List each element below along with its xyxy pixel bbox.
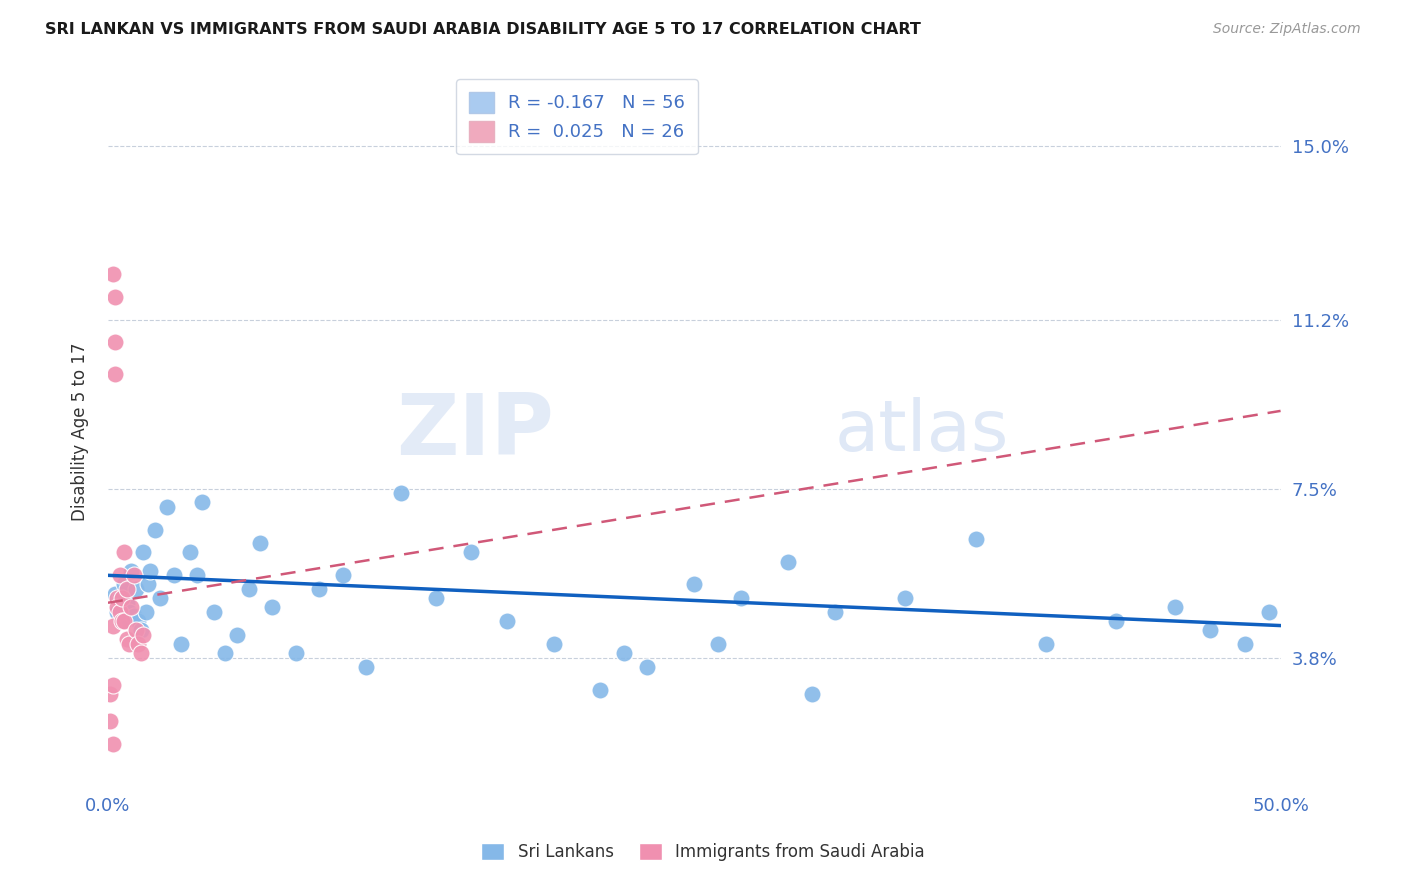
Point (132, 628, 155, 642)
Point (112, 577, 135, 591)
Point (249, 536, 271, 550)
Point (98, 714, 121, 729)
Point (101, 267, 124, 281)
Point (149, 591, 172, 606)
Point (1035, 637, 1057, 651)
Point (132, 545, 155, 559)
Point (226, 628, 249, 642)
Point (98, 687, 121, 701)
Point (125, 582, 148, 596)
Text: Source: ZipAtlas.com: Source: ZipAtlas.com (1213, 22, 1361, 37)
Point (894, 591, 917, 606)
Point (179, 545, 201, 559)
Legend: Sri Lankans, Immigrants from Saudi Arabia: Sri Lankans, Immigrants from Saudi Arabi… (474, 836, 932, 868)
Point (134, 605, 156, 619)
Point (170, 637, 193, 651)
Point (108, 591, 131, 606)
Point (1105, 614, 1128, 628)
Point (308, 582, 330, 596)
Point (186, 568, 208, 582)
Point (111, 614, 134, 628)
Point (730, 591, 752, 606)
Point (284, 646, 307, 660)
Point (101, 678, 124, 692)
Point (122, 568, 145, 582)
Y-axis label: Disability Age 5 to 17: Disability Age 5 to 17 (72, 343, 89, 521)
Point (1164, 600, 1187, 615)
Point (104, 586, 127, 600)
Point (129, 646, 152, 660)
Text: SRI LANKAN VS IMMIGRANTS FROM SAUDI ARABIA DISABILITY AGE 5 TO 17 CORRELATION CH: SRI LANKAN VS IMMIGRANTS FROM SAUDI ARAB… (45, 22, 921, 37)
Point (332, 568, 354, 582)
Point (156, 500, 179, 514)
Point (115, 596, 138, 610)
Point (112, 614, 135, 628)
Point (1257, 605, 1279, 619)
Point (778, 555, 800, 569)
Point (115, 632, 138, 647)
Point (122, 609, 145, 624)
Point (105, 605, 128, 619)
Point (389, 486, 412, 500)
Point (683, 577, 706, 591)
Text: ZIP: ZIP (396, 390, 554, 473)
Text: atlas: atlas (835, 397, 1010, 466)
Point (104, 368, 127, 382)
Point (800, 687, 823, 701)
Point (495, 614, 517, 628)
Point (143, 523, 166, 537)
Point (1199, 623, 1222, 637)
Point (127, 637, 149, 651)
Point (129, 623, 152, 637)
Point (613, 646, 636, 660)
Point (104, 335, 127, 350)
Point (108, 605, 131, 619)
Point (120, 600, 142, 615)
Point (108, 568, 131, 582)
Point (120, 564, 142, 578)
Point (1234, 637, 1257, 651)
Point (191, 495, 214, 509)
Point (101, 737, 124, 751)
Legend: R = -0.167   N = 56, R =  0.025   N = 26: R = -0.167 N = 56, R = 0.025 N = 26 (456, 79, 697, 154)
Point (112, 545, 135, 559)
Point (543, 637, 565, 651)
Point (118, 637, 141, 651)
Point (706, 637, 728, 651)
Point (101, 618, 124, 632)
Point (118, 605, 141, 619)
Point (105, 600, 128, 615)
Point (111, 591, 134, 606)
Point (238, 582, 260, 596)
Point (202, 605, 225, 619)
Point (354, 659, 377, 673)
Point (139, 564, 162, 578)
Point (125, 623, 148, 637)
Point (163, 568, 186, 582)
Point (136, 577, 159, 591)
Point (965, 532, 987, 546)
Point (425, 591, 447, 606)
Point (589, 682, 612, 697)
Point (262, 600, 284, 615)
Point (636, 659, 658, 673)
Point (460, 545, 482, 559)
Point (824, 605, 846, 619)
Point (111, 614, 134, 628)
Point (115, 582, 138, 596)
Point (105, 591, 128, 606)
Point (104, 290, 127, 304)
Point (127, 614, 149, 628)
Point (214, 646, 236, 660)
